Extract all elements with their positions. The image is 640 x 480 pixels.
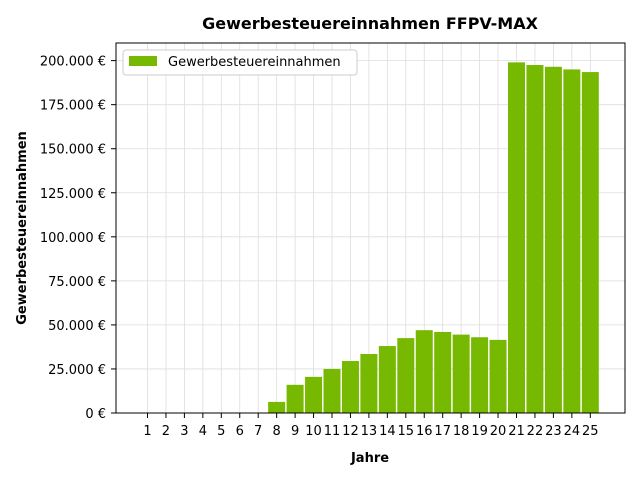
- x-tick-label: 3: [180, 424, 188, 439]
- legend-swatch: [129, 56, 157, 66]
- y-axis-label: Gewerbesteuereinnahmen: [15, 131, 30, 325]
- x-tick-label: 4: [199, 424, 207, 439]
- bar: [434, 331, 452, 413]
- x-tick-label: 9: [291, 424, 299, 439]
- x-tick-label: 6: [236, 424, 244, 439]
- bar: [397, 338, 415, 413]
- legend: Gewerbesteuereinnahmen: [122, 49, 358, 76]
- x-tick-label: 22: [527, 424, 544, 439]
- y-tick-label: 0 €: [85, 407, 106, 422]
- bar: [323, 368, 341, 413]
- bar: [508, 62, 525, 413]
- x-tick-label: 17: [434, 424, 451, 439]
- legend-box: [122, 49, 358, 76]
- bar: [452, 334, 470, 413]
- bar: [471, 337, 489, 413]
- bar: [378, 346, 396, 413]
- bar: [360, 353, 378, 413]
- y-tick-label: 175.000 €: [40, 99, 106, 114]
- x-tick-label: 19: [471, 424, 488, 439]
- bar: [544, 66, 562, 414]
- x-tick-label: 14: [379, 424, 396, 439]
- x-tick-label: 21: [508, 424, 525, 439]
- bar: [305, 376, 323, 413]
- x-tick-label: 7: [254, 424, 262, 439]
- y-tick-label: 25.000 €: [48, 363, 106, 378]
- y-tick-label: 50.000 €: [48, 319, 106, 334]
- y-tick-label: 75.000 €: [48, 275, 106, 290]
- bar: [268, 401, 286, 413]
- x-tick-label: 25: [582, 424, 599, 439]
- y-tick-label: 100.000 €: [40, 231, 106, 246]
- x-tick-label: 23: [545, 424, 562, 439]
- x-tick-label: 11: [324, 424, 341, 439]
- x-tick-label: 18: [453, 424, 470, 439]
- plot-frame: [115, 42, 626, 414]
- bar: [341, 361, 359, 413]
- y-tick-label: 200.000 €: [40, 55, 106, 70]
- x-tick-label: 16: [416, 424, 433, 439]
- x-tick-label: 1: [143, 424, 151, 439]
- y-axis: 0 € 25.000 € 50.000 € 75.000 € 100.000 € 125.…: [40, 55, 116, 422]
- bars: [268, 62, 599, 414]
- x-axis-label: Jahre: [350, 451, 389, 466]
- x-tick-label: 24: [564, 424, 581, 439]
- y-tick-label: 125.000 €: [40, 187, 106, 202]
- bar: [526, 65, 544, 414]
- bar: [286, 384, 304, 413]
- x-tick-label: 12: [342, 424, 359, 439]
- x-tick-label: 15: [398, 424, 415, 439]
- x-tick-label: 5: [217, 424, 225, 439]
- x-tick-label: 2: [162, 424, 170, 439]
- bar: [563, 69, 581, 413]
- x-tick-label: 20: [490, 424, 507, 439]
- chart-title: Gewerbesteuereinnahmen FFPV-MAX: [202, 14, 539, 33]
- bar: [581, 72, 599, 414]
- x-tick-label: 10: [305, 424, 322, 439]
- x-axis: 1 2 3 4 5 6 7 8 9 10 11 12 13 14 15 16 17 18 19 20 21 22 23 24 2…: [143, 413, 599, 439]
- x-tick-label: 8: [273, 424, 281, 439]
- bar: [415, 330, 433, 413]
- bar: [489, 339, 507, 413]
- x-tick-label: 13: [361, 424, 378, 439]
- legend-label: Gewerbesteuereinnahmen: [168, 55, 341, 70]
- y-tick-label: 150.000 €: [40, 143, 106, 158]
